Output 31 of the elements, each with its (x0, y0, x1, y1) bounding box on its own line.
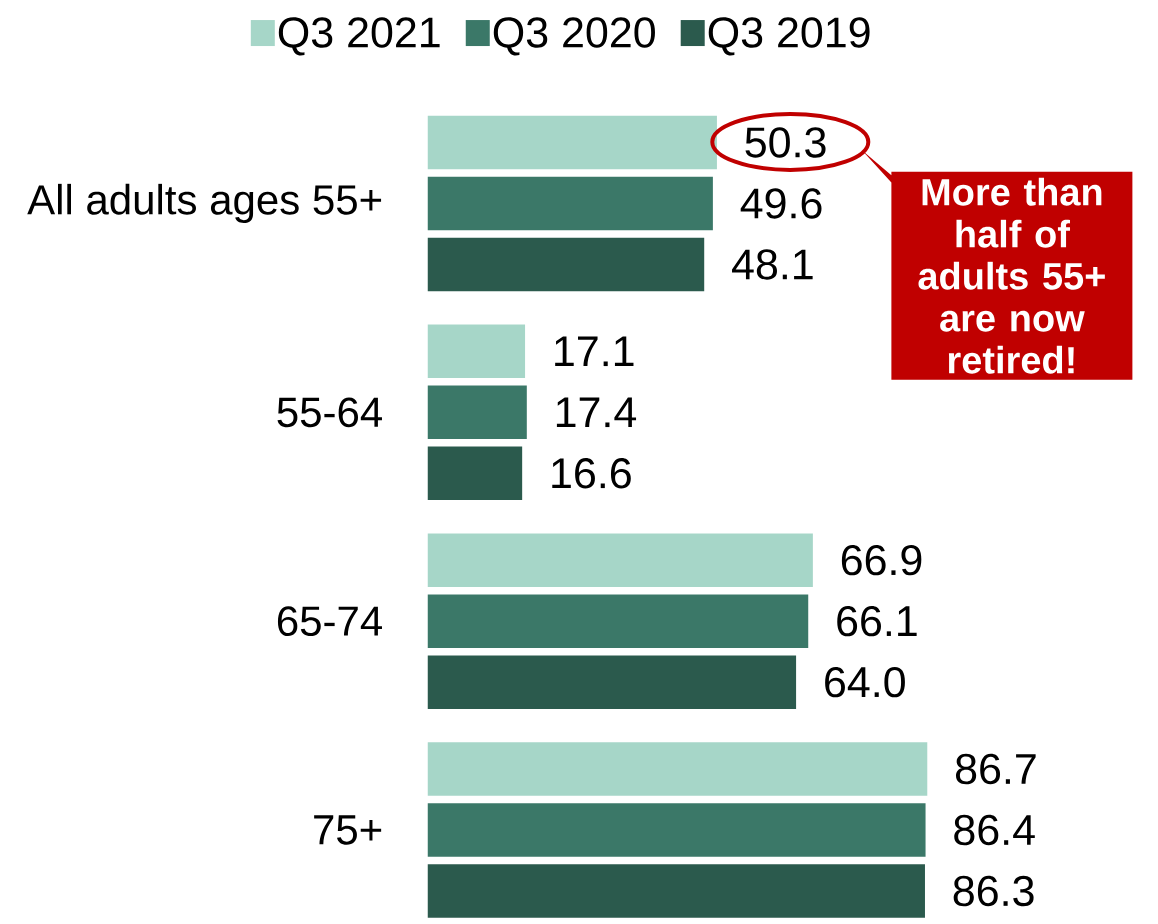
y-tick-label: 65-74 (277, 606, 382, 637)
data-label: 49.6 (740, 188, 822, 219)
bar (426, 531, 815, 589)
y-tick-label: 55-64 (277, 397, 382, 428)
y-tick-label: All adults ages 55+ (27, 183, 382, 223)
legend-label: Q3 2019 (708, 17, 870, 56)
data-label: 17.4 (556, 397, 637, 428)
bar (426, 801, 928, 859)
bar (426, 592, 810, 650)
y-tick-label: 75+ (314, 815, 382, 845)
data-label: 16.6 (552, 458, 631, 489)
bar (426, 862, 927, 920)
bar (426, 740, 929, 798)
data-label: 66.1 (837, 605, 917, 637)
bar (426, 175, 715, 232)
legend-label: Q3 2020 (493, 17, 655, 56)
data-label: 86.7 (955, 753, 1036, 785)
data-label: 66.9 (841, 544, 922, 576)
data-label: 17.1 (555, 336, 634, 367)
bar (426, 323, 527, 380)
data-label: 48.1 (732, 249, 813, 280)
data-label: 50.3 (745, 127, 826, 158)
legend-label: Q3 2021 (278, 17, 440, 56)
annotation: More than half of adults 55+ are now retired! (918, 177, 1105, 374)
bar (426, 653, 798, 711)
data-label: 86.3 (953, 875, 1034, 907)
data-label: 64.0 (825, 666, 905, 698)
bar (426, 384, 529, 441)
data-label: 86.4 (954, 814, 1035, 846)
bar (426, 236, 706, 293)
bar (426, 445, 524, 502)
